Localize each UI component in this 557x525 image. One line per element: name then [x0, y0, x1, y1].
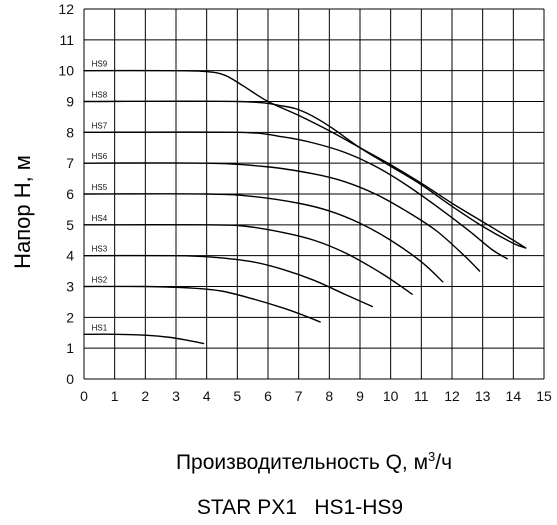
x-tick-label: 3	[172, 388, 180, 404]
x-tick-label: 7	[295, 388, 303, 404]
series-label-hs4: HS4	[92, 214, 108, 223]
x-tick-label: 1	[111, 388, 119, 404]
x-tick-label: 15	[536, 388, 552, 404]
series-label-hs8: HS8	[92, 91, 108, 100]
chart-series	[83, 69, 527, 345]
y-tick-label: 7	[66, 155, 74, 171]
series-line-hs7	[83, 131, 508, 260]
chart-grid	[83, 8, 545, 380]
x-tick-label: 5	[233, 388, 241, 404]
series-label-hs1: HS1	[92, 323, 108, 332]
chart-title: STAR PX1 HS1-HS9	[197, 496, 403, 519]
series-label-hs5: HS5	[92, 183, 108, 192]
x-tick-label: 11	[414, 388, 429, 404]
x-axis-ticks: 0 1 2 3 4 5 6 7 8 9 10 11 12 13 14 15	[80, 388, 552, 404]
x-axis-title: Производительность Q, м3/ч	[176, 449, 452, 474]
y-tick-label: 4	[66, 248, 74, 264]
y-tick-label: 9	[66, 94, 74, 110]
x-tick-label: 6	[264, 388, 272, 404]
y-tick-label: 10	[58, 63, 74, 79]
x-tick-label: 0	[80, 388, 88, 404]
series-label-hs9: HS9	[92, 60, 108, 69]
series-line-hs3	[83, 254, 373, 308]
y-axis-title: Напор Н, м	[10, 155, 35, 269]
x-tick-label: 8	[325, 388, 333, 404]
x-tick-label: 2	[141, 388, 149, 404]
series-line-hs8	[83, 100, 527, 249]
series-line-hs1	[83, 333, 205, 345]
series-label-hs6: HS6	[92, 152, 108, 161]
x-tick-label: 4	[203, 388, 211, 404]
series-label-hs2: HS2	[92, 276, 108, 285]
y-tick-label: 3	[66, 279, 74, 295]
series-label-hs7: HS7	[92, 121, 108, 130]
x-tick-label: 14	[506, 388, 522, 404]
y-tick-label: 5	[66, 217, 74, 233]
x-tick-label: 12	[444, 388, 460, 404]
series-label-hs3: HS3	[92, 245, 108, 254]
y-tick-label: 2	[66, 309, 74, 325]
y-tick-label: 12	[58, 1, 74, 17]
y-tick-label: 0	[66, 371, 74, 387]
x-tick-label: 13	[475, 388, 491, 404]
y-tick-label: 1	[66, 340, 74, 356]
x-axis-title-main: Производительность Q, м	[176, 451, 428, 474]
series-line-hs4	[83, 224, 413, 295]
x-axis-title-sup: 3	[428, 449, 435, 464]
series-labels: HS1 HS2 HS3 HS4 HS5 HS6 HS7 HS8 HS9	[92, 60, 108, 333]
series-line-hs2	[83, 285, 321, 323]
y-tick-label: 6	[66, 186, 74, 202]
series-line-hs6	[83, 162, 481, 272]
series-line-hs9	[83, 69, 527, 249]
x-tick-label: 10	[383, 388, 399, 404]
x-tick-label: 9	[356, 388, 364, 404]
y-tick-label: 8	[66, 124, 74, 140]
series-line-hs5	[83, 193, 444, 283]
y-tick-label: 11	[59, 32, 74, 48]
x-axis-title-tail: /ч	[435, 451, 452, 474]
